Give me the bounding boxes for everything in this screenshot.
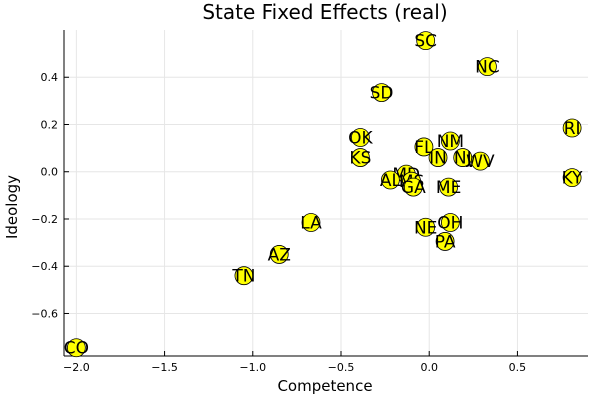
point-label-in: IN (429, 149, 447, 169)
point-label-az: AZ (268, 245, 291, 265)
point-marker-tn (234, 266, 254, 286)
point-label-la: LA (300, 214, 322, 234)
point-marker-nm (440, 131, 460, 151)
point-marker-ok (351, 128, 370, 147)
point-marker-ri (562, 118, 582, 138)
point-az: AZ (268, 245, 291, 265)
point-label-ky: KY (562, 169, 584, 189)
point-fl: FL (414, 137, 434, 158)
point-ks: KS (349, 148, 371, 169)
point-label-sd: SD (370, 84, 394, 104)
y-tick-label-3: 0.0 (41, 166, 59, 179)
x-axis-label: Competence (277, 377, 372, 395)
x-tick-label-3: −0.5 (328, 361, 355, 374)
point-sd: SD (370, 83, 394, 104)
point-marker-al (380, 170, 400, 190)
point-ok: OK (348, 128, 374, 148)
point-marker-la (301, 213, 321, 232)
x-tick-label-2: −1.0 (239, 361, 266, 374)
point-wv: WV (466, 151, 495, 172)
point-marker-in (428, 148, 448, 167)
y-tick-label-5: 0.4 (41, 71, 59, 84)
point-label-tn: TN (231, 267, 255, 287)
data-points: SCNCSDRIOKNMFLKSINNJWVKYMDMSALGAMELAOHNE… (64, 31, 584, 359)
point-label-ne: NE (414, 218, 437, 238)
y-tick-label-4: 0.2 (41, 118, 59, 131)
point-ky: KY (562, 168, 584, 189)
point-ga: GA (401, 177, 426, 198)
x-tick-label-5: 0.5 (509, 361, 527, 374)
point-marker-me (439, 177, 459, 197)
grid-lines (64, 30, 588, 356)
x-tick-label-0: −2.0 (63, 361, 90, 374)
point-marker-ks (351, 148, 370, 167)
point-label-co: CO (64, 339, 89, 359)
point-marker-pa (435, 232, 455, 251)
point-sc: SC (414, 31, 437, 52)
tick-labels: −2.0 −1.5 −1.0 −0.5 0.0 0.5 −0.6 −0.4 −0.2 0.0 0.2… (31, 71, 526, 374)
point-label-al: AL (380, 171, 402, 191)
point-nm: NM (437, 131, 464, 152)
point-nj: NJ (453, 148, 473, 169)
point-marker-co (66, 338, 86, 358)
point-label-sc: SC (414, 32, 437, 52)
point-marker-sc (416, 31, 436, 51)
point-label-ok: OK (348, 128, 373, 148)
point-label-ks: KS (349, 149, 371, 169)
point-ne: NE (414, 217, 437, 238)
point-tn: TN (231, 266, 256, 287)
point-label-nc: NC (475, 58, 500, 78)
point-label-me: ME (436, 178, 461, 198)
point-co: CO (64, 338, 89, 359)
point-marker-ga (403, 177, 423, 197)
chart-title: State Fixed Effects (real) (202, 0, 447, 24)
point-marker-fl (414, 137, 434, 157)
point-oh: OH (437, 213, 463, 234)
point-label-ga: GA (401, 178, 426, 198)
point-pa: PA (435, 232, 456, 252)
point-in: IN (428, 148, 448, 169)
y-tick-label-0: −0.6 (31, 307, 58, 320)
point-al: AL (380, 170, 402, 191)
y-tick-label-1: −0.4 (31, 260, 58, 273)
point-label-ri: RI (564, 119, 581, 139)
point-marker-ky (562, 168, 582, 188)
point-nc: NC (475, 57, 500, 78)
point-label-wv: WV (466, 152, 495, 172)
x-tick-label-4: 0.0 (420, 361, 438, 374)
point-label-oh: OH (437, 214, 463, 234)
point-marker-az (269, 245, 289, 264)
point-marker-oh (440, 213, 460, 232)
x-tick-label-1: −1.5 (151, 361, 178, 374)
axes (63, 30, 588, 357)
point-marker-nc (478, 57, 497, 77)
point-me: ME (436, 177, 461, 198)
point-label-pa: PA (435, 232, 456, 252)
point-label-fl: FL (414, 138, 434, 158)
point-marker-sd (372, 83, 391, 103)
point-marker-ne (416, 217, 436, 237)
point-label-nj: NJ (454, 149, 472, 169)
point-label-nm: NM (437, 132, 464, 152)
y-axis-label: Ideology (3, 175, 21, 239)
point-marker-wv (470, 151, 490, 171)
point-ri: RI (562, 118, 582, 139)
y-tick-label-2: −0.2 (31, 213, 58, 226)
point-la: LA (300, 213, 322, 234)
